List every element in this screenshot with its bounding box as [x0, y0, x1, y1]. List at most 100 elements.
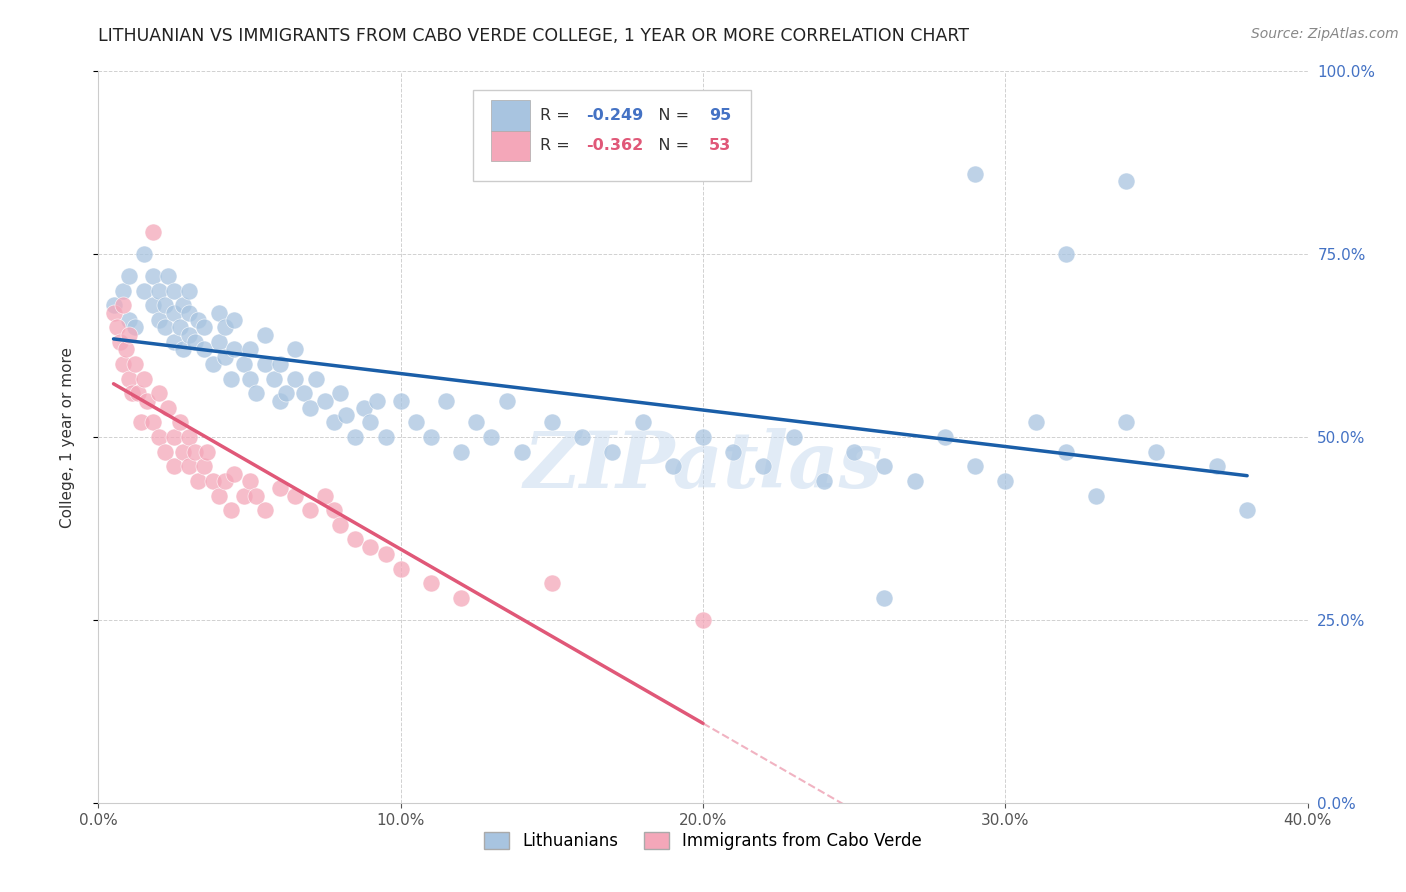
Point: [163, 459, 186, 474]
Point: [783, 430, 806, 444]
Point: [153, 298, 176, 312]
Point: [420, 430, 443, 444]
Point: [142, 269, 165, 284]
Text: N =: N =: [643, 138, 693, 153]
Point: [540, 416, 562, 430]
Point: [292, 386, 315, 401]
FancyBboxPatch shape: [492, 100, 530, 130]
Point: [163, 334, 186, 349]
Point: [965, 459, 987, 474]
Point: [132, 284, 155, 298]
Point: [844, 444, 866, 458]
Point: [1054, 247, 1077, 261]
Y-axis label: College, 1 year or more: College, 1 year or more: [60, 347, 75, 527]
Point: [269, 481, 291, 495]
Point: [420, 576, 443, 591]
Point: [142, 416, 165, 430]
Point: [274, 386, 297, 401]
Point: [172, 444, 194, 458]
Point: [269, 357, 291, 371]
Text: -0.362: -0.362: [586, 138, 643, 153]
Point: [904, 474, 927, 488]
Point: [148, 313, 170, 327]
Point: [323, 416, 346, 430]
Point: [111, 357, 134, 371]
Point: [465, 416, 488, 430]
Point: [1206, 459, 1229, 474]
Point: [661, 459, 683, 474]
Point: [692, 430, 714, 444]
Point: [1144, 444, 1167, 458]
Point: [118, 371, 141, 385]
Text: R =: R =: [540, 108, 575, 123]
Text: Source: ZipAtlas.com: Source: ZipAtlas.com: [1251, 27, 1399, 41]
Point: [405, 416, 427, 430]
Point: [495, 393, 517, 408]
Point: [284, 343, 307, 357]
Point: [344, 533, 367, 547]
Point: [602, 444, 624, 458]
Point: [1054, 444, 1077, 458]
Point: [692, 613, 714, 627]
Point: [221, 503, 243, 517]
Point: [132, 247, 155, 261]
Point: [103, 298, 125, 312]
Text: 95: 95: [709, 108, 731, 123]
Point: [184, 444, 207, 458]
Point: [132, 371, 155, 385]
Point: [253, 357, 276, 371]
Point: [169, 416, 191, 430]
Point: [156, 269, 179, 284]
Point: [179, 327, 201, 342]
Point: [239, 474, 262, 488]
Point: [481, 430, 503, 444]
Point: [253, 503, 276, 517]
Text: R =: R =: [540, 138, 575, 153]
Point: [148, 430, 170, 444]
Point: [299, 401, 322, 415]
Point: [245, 386, 267, 401]
Point: [108, 334, 131, 349]
Point: [214, 474, 236, 488]
Point: [1115, 174, 1137, 188]
Text: N =: N =: [643, 108, 693, 123]
Point: [121, 386, 143, 401]
Point: [360, 416, 382, 430]
Point: [142, 298, 165, 312]
Point: [208, 306, 231, 320]
Point: [129, 416, 152, 430]
Point: [148, 284, 170, 298]
Point: [135, 393, 157, 408]
Point: [965, 167, 987, 181]
Point: [239, 343, 262, 357]
Point: [124, 357, 146, 371]
FancyBboxPatch shape: [474, 90, 751, 181]
Point: [124, 320, 146, 334]
Point: [1236, 503, 1258, 517]
Point: [163, 284, 186, 298]
Point: [153, 320, 176, 334]
Point: [127, 386, 149, 401]
Point: [389, 393, 412, 408]
Point: [305, 371, 328, 385]
Point: [156, 401, 179, 415]
Point: [118, 269, 141, 284]
Point: [232, 357, 254, 371]
Point: [540, 576, 562, 591]
Point: [221, 371, 243, 385]
Point: [934, 430, 956, 444]
Point: [873, 459, 896, 474]
Point: [335, 408, 357, 422]
Point: [723, 444, 745, 458]
Point: [245, 489, 267, 503]
Point: [571, 430, 593, 444]
Point: [163, 430, 186, 444]
Point: [284, 371, 307, 385]
Point: [142, 225, 165, 239]
FancyBboxPatch shape: [492, 130, 530, 161]
Point: [374, 547, 396, 561]
Legend: Lithuanians, Immigrants from Cabo Verde: Lithuanians, Immigrants from Cabo Verde: [478, 825, 928, 856]
Point: [344, 430, 367, 444]
Point: [184, 334, 207, 349]
Point: [360, 540, 382, 554]
